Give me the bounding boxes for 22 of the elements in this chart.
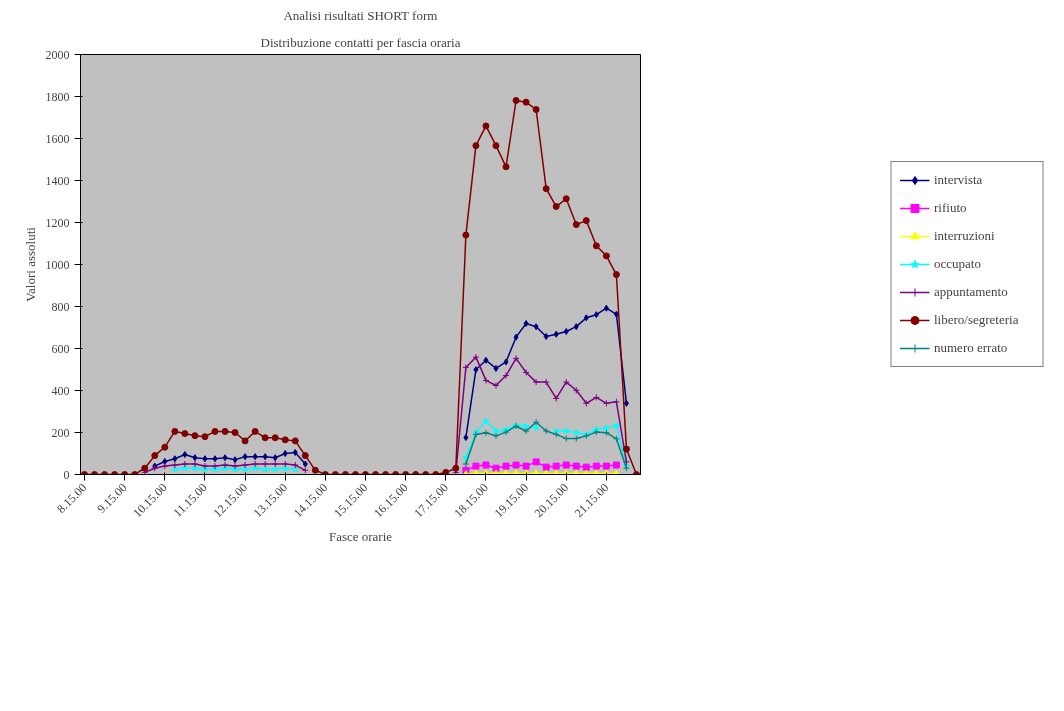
y-axis-title: Valori assoluti bbox=[22, 226, 38, 302]
y-tick-label: 0 bbox=[63, 467, 70, 482]
y-tick-label: 1200 bbox=[45, 215, 70, 230]
y-tick-label: 2000 bbox=[45, 47, 70, 62]
x-axis-title: Fasce orarie bbox=[328, 528, 393, 544]
chart-title: Analisi risultati SHORT form bbox=[283, 7, 438, 23]
legend-label: libero/segreteria bbox=[934, 312, 1020, 328]
legend-label: interruzioni bbox=[934, 228, 996, 244]
y-tick-label: 800 bbox=[51, 299, 70, 314]
y-tick-label: 600 bbox=[51, 341, 70, 356]
legend-label: intervista bbox=[934, 172, 984, 188]
y-tick-label: 1000 bbox=[45, 257, 70, 272]
y-tick-label: 400 bbox=[51, 383, 70, 398]
y-tick-label: 1600 bbox=[45, 131, 70, 146]
legend-label: appuntamento bbox=[934, 284, 1009, 300]
legend-label: numero errato bbox=[934, 340, 1009, 356]
chart-subtitle: Distribuzione contatti per fascia oraria bbox=[260, 34, 461, 50]
y-tick-label: 200 bbox=[51, 425, 70, 440]
y-tick-label: 1400 bbox=[45, 173, 70, 188]
y-tick-label: 1800 bbox=[45, 89, 70, 104]
legend-label: occupato bbox=[934, 256, 982, 272]
legend-label: rifiuto bbox=[934, 200, 968, 216]
